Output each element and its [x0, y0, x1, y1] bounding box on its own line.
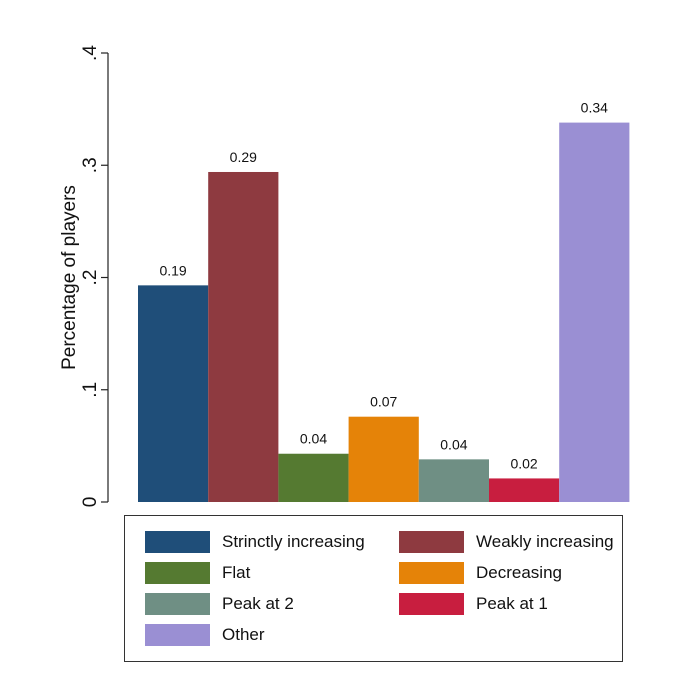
y-axis-label: Percentage of players [59, 185, 80, 370]
bar-value-label: 0.19 [159, 262, 186, 278]
legend-label: Strinctly increasing [222, 532, 365, 551]
bar-decreasing [348, 416, 419, 502]
bar-flat [278, 453, 349, 502]
legend-label: Peak at 1 [476, 594, 548, 613]
legend-item: Other [145, 624, 265, 646]
legend-item: Strinctly increasing [145, 531, 365, 553]
legend-swatch [399, 593, 464, 615]
legend-label: Peak at 2 [222, 594, 294, 613]
y-tick-label: .3 [80, 157, 101, 173]
bar-value-label: 0.07 [370, 394, 397, 410]
bar-value-label: 0.04 [300, 431, 327, 447]
legend-item: Peak at 2 [145, 593, 294, 615]
y-tick-label: .4 [80, 45, 101, 61]
legend: Strinctly increasing Weakly increasing Fla… [124, 515, 623, 662]
legend-item: Flat [145, 562, 250, 584]
bar-weakly-increasing [208, 171, 279, 503]
legend-swatch [399, 531, 464, 553]
bar-other [559, 122, 630, 502]
y-axis: 0 .1 .2 .3 .4 [80, 45, 109, 508]
bar-peak-at-1 [489, 478, 560, 502]
bar-value-label: 0.04 [440, 436, 467, 452]
bar-chart: 0 .1 .2 .3 .4 Percentage of players 0.19 0.29… [59, 45, 630, 508]
legend-swatch [145, 562, 210, 584]
y-tick-label: .1 [80, 382, 101, 398]
bar-value-label: 0.34 [581, 100, 608, 116]
legend-label: Decreasing [476, 563, 562, 582]
legend-label: Other [222, 625, 265, 644]
legend-item: Weakly increasing [399, 531, 614, 553]
legend-label: Flat [222, 563, 251, 582]
bar-value-label: 0.02 [510, 455, 537, 471]
legend-swatch [145, 593, 210, 615]
y-tick-label: .2 [80, 270, 101, 286]
bar-peak-at-2 [418, 459, 489, 502]
legend-swatch [145, 531, 210, 553]
y-tick-label: 0 [80, 497, 101, 508]
bar-strinctly-increasing [138, 285, 209, 502]
bars-group: 0.19 0.29 0.04 0.07 0.04 0.02 0.34 [138, 100, 630, 503]
bar-value-label: 0.29 [230, 149, 257, 165]
legend-item: Peak at 1 [399, 593, 548, 615]
legend-swatch [399, 562, 464, 584]
legend-item: Decreasing [399, 562, 562, 584]
legend-swatch [145, 624, 210, 646]
legend-label: Weakly increasing [476, 532, 614, 551]
